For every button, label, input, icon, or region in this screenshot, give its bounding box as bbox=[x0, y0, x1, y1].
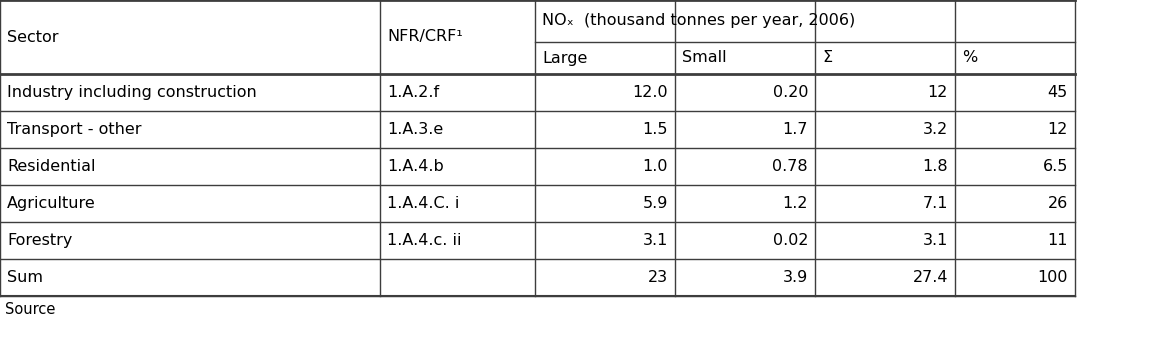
Text: 12: 12 bbox=[1047, 122, 1068, 137]
Text: 0.02: 0.02 bbox=[772, 233, 808, 248]
Text: 1.A.4.b: 1.A.4.b bbox=[387, 159, 444, 174]
Text: 1.A.3.e: 1.A.3.e bbox=[387, 122, 443, 137]
Text: 0.78: 0.78 bbox=[772, 159, 808, 174]
Text: 7.1: 7.1 bbox=[922, 196, 948, 211]
Text: 1.2: 1.2 bbox=[783, 196, 808, 211]
Text: 1.A.4.c. ii: 1.A.4.c. ii bbox=[387, 233, 461, 248]
Text: 0.20: 0.20 bbox=[772, 85, 808, 100]
Text: Σ: Σ bbox=[822, 51, 832, 65]
Text: Source: Source bbox=[5, 302, 55, 318]
Text: 1.7: 1.7 bbox=[783, 122, 808, 137]
Text: Industry including construction: Industry including construction bbox=[7, 85, 257, 100]
Text: 3.9: 3.9 bbox=[783, 270, 808, 285]
Text: 1.5: 1.5 bbox=[643, 122, 668, 137]
Text: 3.1: 3.1 bbox=[922, 233, 948, 248]
Text: 5.9: 5.9 bbox=[643, 196, 668, 211]
Text: 3.1: 3.1 bbox=[643, 233, 668, 248]
Text: 45: 45 bbox=[1047, 85, 1068, 100]
Text: 6.5: 6.5 bbox=[1043, 159, 1068, 174]
Text: 1.A.2.f: 1.A.2.f bbox=[387, 85, 439, 100]
Text: NFR/CRF¹: NFR/CRF¹ bbox=[387, 29, 462, 45]
Text: Residential: Residential bbox=[7, 159, 96, 174]
Text: NOₓ  (thousand tonnes per year, 2006): NOₓ (thousand tonnes per year, 2006) bbox=[542, 13, 855, 28]
Text: Sector: Sector bbox=[7, 29, 59, 45]
Text: 1.8: 1.8 bbox=[922, 159, 948, 174]
Text: 3.2: 3.2 bbox=[922, 122, 948, 137]
Text: 1.0: 1.0 bbox=[643, 159, 668, 174]
Text: 23: 23 bbox=[647, 270, 668, 285]
Text: Agriculture: Agriculture bbox=[7, 196, 96, 211]
Text: Sum: Sum bbox=[7, 270, 43, 285]
Text: 12: 12 bbox=[927, 85, 948, 100]
Text: Forestry: Forestry bbox=[7, 233, 73, 248]
Text: Transport - other: Transport - other bbox=[7, 122, 141, 137]
Text: Small: Small bbox=[682, 51, 727, 65]
Text: Large: Large bbox=[542, 51, 587, 65]
Text: 11: 11 bbox=[1047, 233, 1068, 248]
Text: 27.4: 27.4 bbox=[912, 270, 948, 285]
Text: 100: 100 bbox=[1037, 270, 1068, 285]
Text: 26: 26 bbox=[1047, 196, 1068, 211]
Text: 1.A.4.C. i: 1.A.4.C. i bbox=[387, 196, 459, 211]
Text: %: % bbox=[962, 51, 977, 65]
Text: 12.0: 12.0 bbox=[632, 85, 668, 100]
